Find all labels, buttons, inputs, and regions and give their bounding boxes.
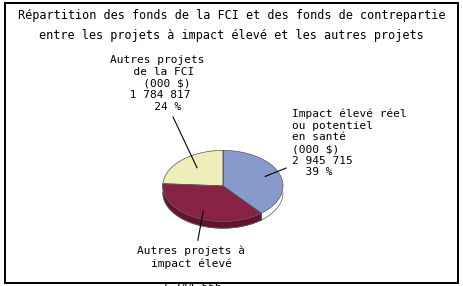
Text: Répartition des fonds de la FCI et des fonds de contrepartie: Répartition des fonds de la FCI et des f… [18, 9, 445, 21]
Text: Impact élevé réel
ou potentiel
en santé
(000 $)
2 945 715
  39 %: Impact élevé réel ou potentiel en santé … [265, 109, 407, 177]
Text: entre les projets à impact élevé et les autres projets: entre les projets à impact élevé et les … [39, 29, 424, 41]
Polygon shape [163, 184, 261, 221]
Polygon shape [223, 150, 283, 213]
Polygon shape [163, 150, 223, 186]
Polygon shape [163, 184, 261, 228]
Text: Autres projets
  de la FCI
   (000 $)
 1 784 817
   24 %: Autres projets de la FCI (000 $) 1 784 8… [110, 55, 204, 168]
Text: Autres projets à
impact élevé

2 744 556
   37 %: Autres projets à impact élevé 2 744 556 … [138, 211, 245, 286]
